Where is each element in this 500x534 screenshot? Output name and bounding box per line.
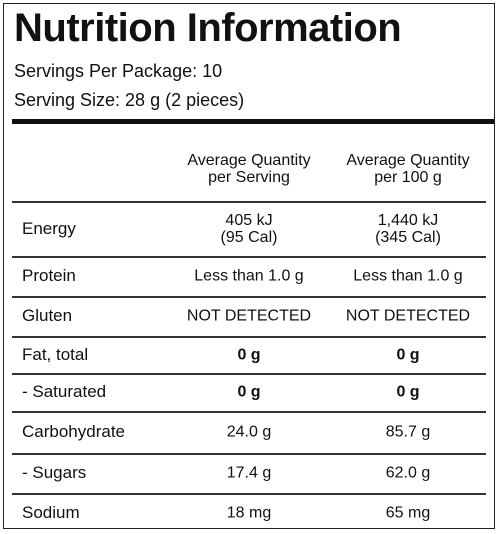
text-line: 24.0 g	[226, 423, 272, 441]
text-line: per Serving	[208, 169, 290, 186]
row-label: Sodium	[22, 502, 80, 522]
row-divider	[12, 453, 486, 455]
text-line: 0 g	[396, 346, 420, 363]
row-value: NOT DETECTED	[169, 308, 329, 325]
column-header: Average Quantity per 100 g	[328, 152, 488, 186]
row-value: 1,440 kJ (345 Cal)	[328, 212, 488, 246]
text-line: 0 g	[396, 383, 420, 401]
text-line: (95 Cal)	[220, 228, 278, 246]
text-line: Less than 1.0 g	[194, 267, 304, 285]
row-value: 62.0 g	[328, 465, 488, 482]
text-line: Average Quantity	[187, 152, 311, 169]
row-value: 24.0 g	[169, 424, 329, 441]
row-value: 65 mg	[328, 504, 488, 521]
text-line: 0 g	[237, 346, 261, 363]
row-value: Less than 1.0 g	[169, 268, 329, 285]
text-line: 405 kJ	[225, 211, 273, 229]
row-label: Gluten	[22, 306, 73, 325]
row-label: Energy	[22, 218, 76, 238]
text-line: 62.0 g	[385, 464, 431, 482]
row-label: Protein	[22, 266, 76, 285]
row-divider	[12, 336, 486, 338]
row-divider	[12, 201, 486, 203]
divider	[12, 119, 494, 124]
row-label: Fat, total	[22, 344, 89, 364]
text-line: 1,440 kJ	[377, 211, 439, 229]
row-divider	[12, 373, 486, 375]
text-line: NOT DETECTED	[345, 307, 471, 325]
row-value: 17.4 g	[169, 465, 329, 482]
row-divider	[12, 493, 486, 495]
serving-size: Serving Size: 28 g (2 pieces)	[14, 90, 245, 110]
row-label: - Sugars	[22, 463, 87, 482]
row-label: - Saturated	[22, 382, 107, 401]
row-value: 0 g	[328, 384, 488, 401]
row-value: 405 kJ (95 Cal)	[169, 212, 329, 246]
row-value: 0 g	[328, 346, 488, 363]
row-value: NOT DETECTED	[328, 308, 488, 325]
text-line: 65 mg	[385, 504, 431, 521]
row-divider	[12, 256, 486, 258]
text-line: NOT DETECTED	[186, 307, 312, 325]
nutrition-panel: Nutrition Information Servings Per Packa…	[3, 3, 495, 529]
title: Nutrition Information	[14, 6, 402, 50]
row-value: 0 g	[169, 384, 329, 401]
text-line: Less than 1.0 g	[353, 267, 463, 285]
row-value: 0 g	[169, 346, 329, 363]
text-line: Average Quantity	[346, 152, 470, 169]
servings-per-package: Servings Per Package: 10	[14, 61, 223, 81]
text-line: 0 g	[237, 383, 261, 401]
text-line: 18 mg	[226, 504, 272, 521]
row-value: 18 mg	[169, 504, 329, 521]
text-line: 85.7 g	[385, 423, 431, 441]
column-header: Average Quantity per Serving	[169, 152, 329, 186]
row-divider	[12, 411, 486, 413]
text-line: 17.4 g	[226, 464, 272, 482]
text-line: (345 Cal)	[375, 228, 441, 246]
row-value: Less than 1.0 g	[328, 268, 488, 285]
row-label: Carbohydrate	[22, 422, 126, 441]
row-value: 85.7 g	[328, 424, 488, 441]
row-divider	[12, 296, 486, 298]
text-line: per 100 g	[374, 169, 442, 186]
